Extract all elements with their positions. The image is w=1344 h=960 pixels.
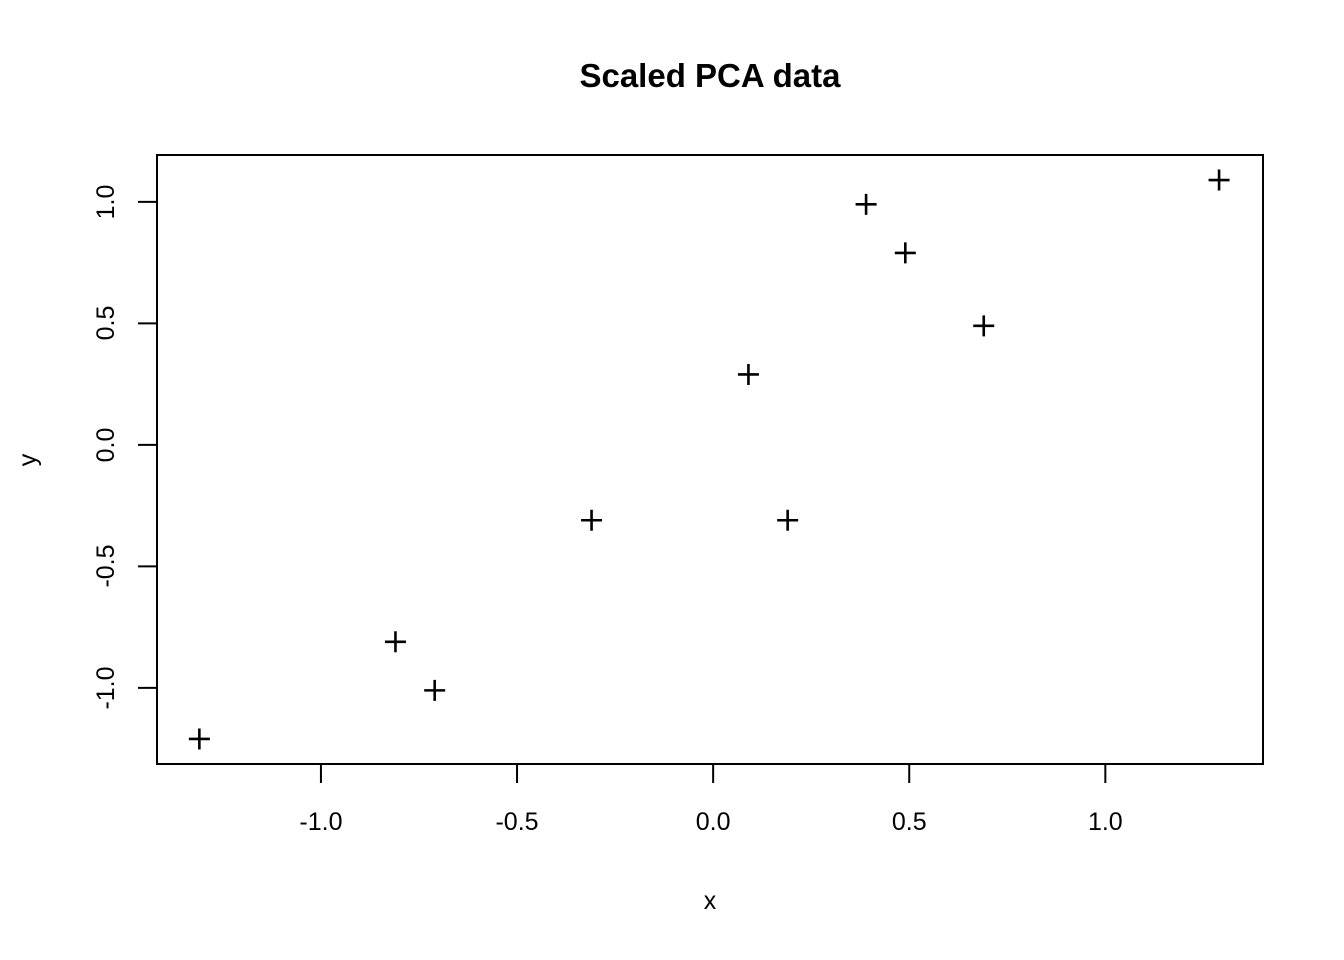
data-point-marker: [424, 679, 446, 701]
x-tick-label: -1.0: [299, 808, 343, 836]
data-point-marker: [737, 363, 759, 385]
y-tick-label: 1.0: [92, 184, 120, 220]
y-tick-label: -1.0: [92, 666, 120, 710]
data-point-marker: [581, 509, 603, 531]
plot-border: [156, 154, 1264, 765]
x-tick-label: 0.0: [695, 808, 731, 836]
x-tick-label: 1.0: [1087, 808, 1123, 836]
x-tick-label: 0.5: [891, 808, 927, 836]
x-tick-label: -0.5: [495, 808, 539, 836]
x-axis-label: x: [703, 887, 717, 915]
y-tick-label: -0.5: [92, 544, 120, 588]
data-point-marker: [188, 728, 210, 750]
data-point-marker: [384, 631, 406, 653]
data-point-marker: [855, 193, 877, 215]
chart-title: Scaled PCA data: [579, 57, 841, 94]
data-point-marker: [777, 509, 799, 531]
y-tick-label: 0.5: [92, 306, 120, 341]
y-tick-label: 0.0: [92, 427, 120, 463]
y-axis-label: y: [14, 453, 42, 467]
data-point-marker: [1208, 169, 1230, 191]
data-point-marker: [973, 315, 995, 337]
data-point-marker: [894, 242, 916, 264]
